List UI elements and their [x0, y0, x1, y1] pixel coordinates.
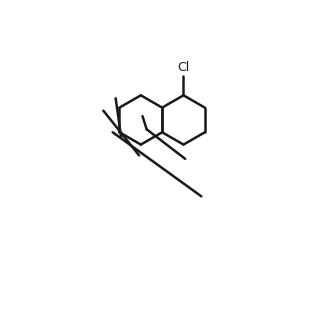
Text: Cl: Cl [177, 61, 190, 74]
